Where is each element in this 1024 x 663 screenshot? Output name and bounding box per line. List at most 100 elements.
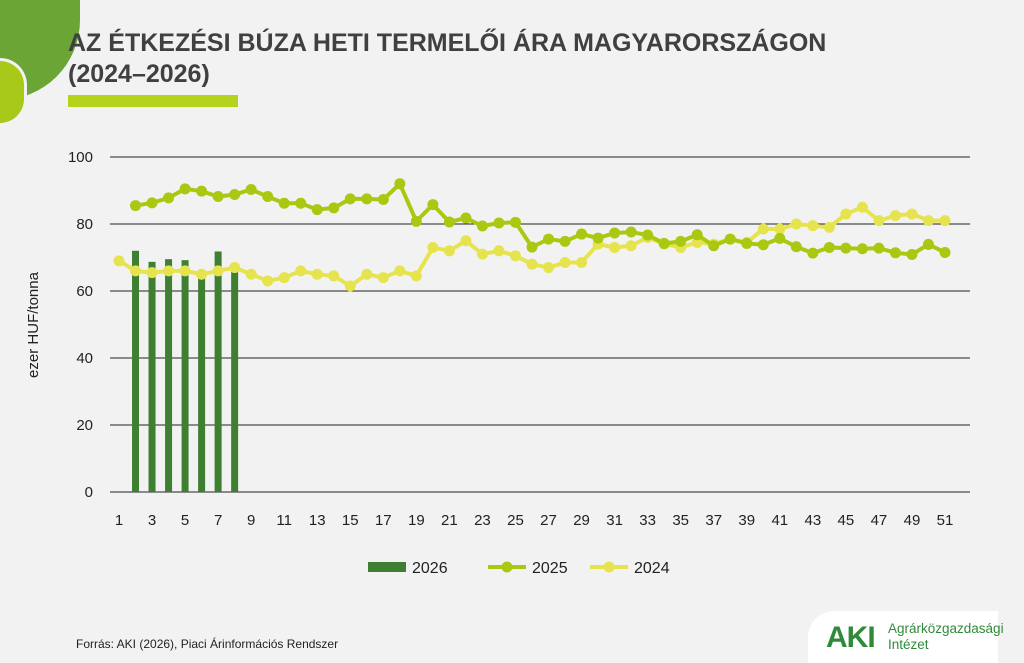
legend-marker-2025 [501,561,513,573]
x-tick-label: 31 [606,512,623,529]
bar-2026 [132,250,140,492]
x-tick-label: 29 [573,512,590,529]
point-2025 [856,243,868,255]
point-2024 [559,257,571,269]
point-2024 [509,250,521,262]
point-2024 [609,241,621,253]
point-2024 [179,265,191,277]
point-2025 [823,241,835,253]
point-2024 [757,223,769,235]
chart-title: AZ ÉTKEZÉSI BÚZA HETI TERMELŐI ÁRA MAGYA… [68,28,826,90]
x-tick-label: 9 [247,512,255,529]
point-2024 [823,221,835,233]
point-2024 [229,262,241,274]
point-2025 [526,241,538,253]
point-2025 [179,183,191,195]
point-2024 [889,210,901,222]
point-2024 [130,265,142,277]
point-2025 [625,226,637,238]
x-tick-label: 41 [771,512,788,529]
point-2025 [443,216,455,228]
point-2024 [196,268,208,280]
y-tick-label: 20 [76,417,93,434]
point-2024 [295,265,307,277]
x-tick-label: 11 [276,512,292,529]
x-tick-label: 47 [871,512,888,529]
x-tick-label: 3 [148,512,156,529]
point-2024 [344,280,356,292]
y-axis-label: ezer HUF/tonna [25,271,42,378]
point-2025 [609,227,621,239]
point-2025 [873,242,885,254]
point-2025 [460,212,472,224]
x-tick-label: 15 [342,512,359,529]
x-tick-label: 21 [441,512,458,529]
point-2024 [460,235,472,247]
x-tick-label: 43 [804,512,821,529]
legend-swatch-2026 [368,562,406,572]
title-line-2: (2024–2026) [68,60,210,88]
y-tick-label: 40 [76,350,93,367]
point-2024 [163,265,175,277]
point-2025 [394,178,406,190]
x-tick-label: 33 [639,512,656,529]
logo-line-2: Intézet [888,637,929,652]
point-2024 [278,272,290,284]
x-tick-label: 51 [937,512,954,529]
point-2024 [906,208,918,220]
point-2025 [774,232,786,244]
legend-label-2026: 2026 [412,560,448,577]
point-2024 [790,218,802,230]
point-2024 [245,268,257,280]
title-accent-bar [68,95,238,107]
legend-marker-2024 [603,561,615,573]
logo-mark: AKI [826,621,876,654]
point-2025 [543,233,555,245]
x-tick-label: 37 [705,512,722,529]
point-2024 [476,248,488,260]
x-tick-label: 7 [214,512,222,529]
point-2024 [625,240,637,252]
logo-line-1: Agrárközgazdasági [888,621,1004,636]
aki-logo: AKI Agrárközgazdasági Intézet [808,611,1004,663]
point-2025 [790,241,802,253]
point-2024 [840,208,852,220]
point-2025 [278,197,290,209]
y-tick-label: 0 [85,484,93,501]
point-2025 [509,216,521,228]
point-2024 [146,267,158,279]
bar-2026 [181,260,189,492]
x-tick-label: 39 [738,512,755,529]
point-2025 [245,183,257,195]
x-tick-label: 35 [672,512,689,529]
point-2025 [262,191,274,203]
point-2024 [543,262,555,274]
x-tick-label: 19 [408,512,425,529]
point-2025 [328,202,340,214]
point-2024 [922,215,934,227]
legend-label-2025: 2025 [532,560,568,577]
line-2025 [135,180,946,257]
point-2025 [889,247,901,259]
point-2024 [361,268,373,280]
point-2025 [311,204,323,216]
point-2024 [939,215,951,227]
point-2024 [873,215,885,227]
point-2025 [757,239,769,251]
point-2025 [163,192,175,204]
point-2025 [741,237,753,249]
point-2024 [410,270,422,282]
x-tick-label: 17 [375,512,392,529]
point-2024 [212,265,224,277]
legend-label-2024: 2024 [634,560,670,577]
bar-2026 [165,259,173,492]
point-2024 [691,236,703,248]
point-2025 [130,200,142,212]
point-2025 [146,197,158,209]
point-2024 [807,220,819,232]
x-tick-label: 25 [507,512,524,529]
point-2025 [724,233,736,245]
point-2024 [856,201,868,213]
